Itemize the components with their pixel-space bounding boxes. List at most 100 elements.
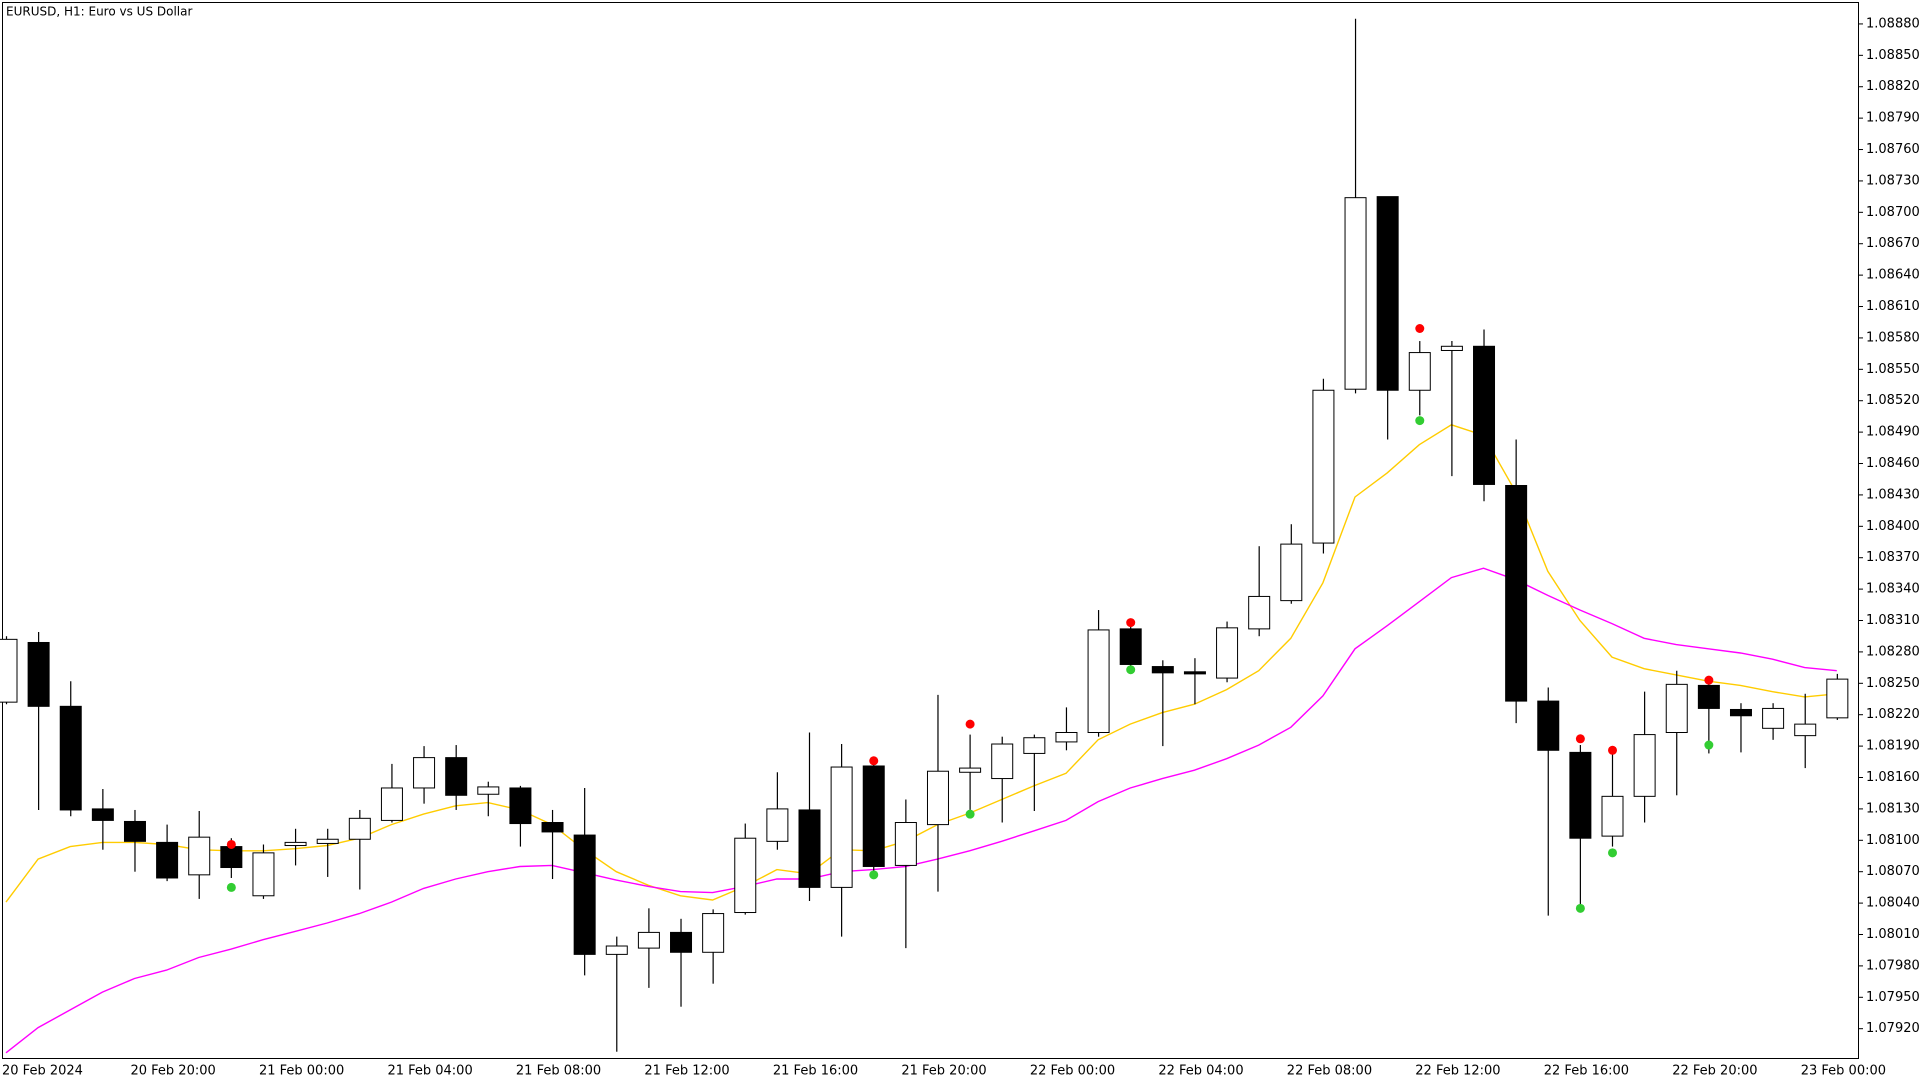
- signal-dot: [869, 870, 879, 880]
- candle-body: [1408, 352, 1431, 391]
- y-tick-label: 1.08370: [1866, 550, 1920, 565]
- candle-body: [1344, 197, 1367, 390]
- y-tick-label: 1.08820: [1866, 79, 1920, 94]
- y-tick-label: 1.08880: [1866, 16, 1920, 31]
- y-tick-label: 1.08220: [1866, 707, 1920, 722]
- candle-body: [798, 809, 821, 888]
- signal-dot: [1575, 903, 1585, 913]
- candle-body: [1440, 345, 1463, 351]
- candle-body: [830, 766, 853, 888]
- signal-dot: [869, 756, 879, 766]
- y-tick-label: 1.08730: [1866, 173, 1920, 188]
- y-tick-label: 1.08160: [1866, 770, 1920, 785]
- candle-body: [1023, 737, 1046, 754]
- signal-dot: [1126, 618, 1136, 628]
- candle-body: [894, 822, 917, 866]
- y-tick-label: 1.08670: [1866, 236, 1920, 251]
- y-tick-label: 1.08100: [1866, 833, 1920, 848]
- x-tick-label: 21 Feb 12:00: [644, 1064, 729, 1079]
- y-tick-label: 1.08310: [1866, 613, 1920, 628]
- x-tick-label: 22 Feb 20:00: [1672, 1064, 1757, 1079]
- candle-body: [1697, 684, 1720, 709]
- candle-body: [0, 638, 18, 703]
- candle-body: [605, 945, 628, 955]
- candle-body: [1505, 484, 1528, 702]
- candle-body: [252, 852, 275, 897]
- candle-body: [734, 837, 757, 914]
- candle-body: [27, 641, 50, 707]
- candle-body: [1665, 683, 1688, 733]
- candle-body: [1569, 751, 1592, 839]
- y-tick-label: 1.08070: [1866, 864, 1920, 879]
- y-tick-label: 1.08550: [1866, 362, 1920, 377]
- candle-body: [445, 757, 468, 796]
- x-tick-label: 22 Feb 08:00: [1287, 1064, 1372, 1079]
- candle-body: [1762, 707, 1785, 729]
- candle-body: [348, 817, 371, 840]
- candle-body: [1119, 628, 1142, 665]
- x-tick-label: 23 Feb 00:00: [1801, 1064, 1886, 1079]
- candle-body: [541, 822, 564, 833]
- signal-dot: [965, 809, 975, 819]
- y-tick-label: 1.08010: [1866, 927, 1920, 942]
- candle-body: [59, 705, 82, 811]
- x-tick-label: 22 Feb 16:00: [1544, 1064, 1629, 1079]
- candle-body: [91, 808, 114, 821]
- candle-body: [1248, 595, 1271, 630]
- candle-body: [188, 836, 211, 876]
- y-tick-label: 1.08340: [1866, 582, 1920, 597]
- x-tick-label: 21 Feb 20:00: [901, 1064, 986, 1079]
- candle-body: [1151, 666, 1174, 674]
- candle-body: [509, 787, 532, 825]
- candle-body: [316, 838, 339, 844]
- y-tick-label: 1.07950: [1866, 990, 1920, 1005]
- x-tick-label: 21 Feb 00:00: [259, 1064, 344, 1079]
- candle-body: [1376, 196, 1399, 391]
- signal-dot: [1126, 665, 1136, 675]
- x-tick-label: 22 Feb 00:00: [1030, 1064, 1115, 1079]
- y-tick-label: 1.08040: [1866, 896, 1920, 911]
- signal-dot: [1704, 675, 1714, 685]
- ma-line: [5, 567, 1837, 1054]
- candle-body: [637, 931, 660, 949]
- y-tick-label: 1.08640: [1866, 268, 1920, 283]
- candle-body: [413, 757, 436, 789]
- x-tick-label: 21 Feb 16:00: [773, 1064, 858, 1079]
- candle-body: [1280, 543, 1303, 602]
- y-tick-label: 1.08430: [1866, 487, 1920, 502]
- y-tick-label: 1.08610: [1866, 299, 1920, 314]
- candle-body: [1055, 731, 1078, 743]
- candle-body: [156, 841, 179, 879]
- candle-body: [1729, 708, 1752, 717]
- ma-line: [5, 424, 1837, 903]
- y-tick-label: 1.08790: [1866, 111, 1920, 126]
- y-tick-label: 1.08520: [1866, 393, 1920, 408]
- candle-body: [220, 846, 243, 869]
- candle-body: [1216, 627, 1239, 679]
- x-tick-label: 20 Feb 20:00: [130, 1064, 215, 1079]
- y-tick-label: 1.08850: [1866, 48, 1920, 63]
- candle-body: [959, 767, 982, 773]
- candle-body: [670, 931, 693, 953]
- y-tick-label: 1.08190: [1866, 739, 1920, 754]
- candle-body: [991, 743, 1014, 780]
- candle-body: [766, 808, 789, 842]
- candle-body: [573, 834, 596, 955]
- y-tick-label: 1.07920: [1866, 1021, 1920, 1036]
- y-tick-label: 1.08580: [1866, 330, 1920, 345]
- candle-body: [1601, 795, 1624, 837]
- candle-body: [702, 913, 725, 953]
- y-tick-label: 1.08490: [1866, 425, 1920, 440]
- y-tick-label: 1.08250: [1866, 676, 1920, 691]
- x-tick-label: 22 Feb 12:00: [1415, 1064, 1500, 1079]
- y-tick-label: 1.08400: [1866, 519, 1920, 534]
- candle-body: [1826, 678, 1849, 719]
- signal-dot: [1704, 740, 1714, 750]
- candle-body: [862, 765, 885, 867]
- x-tick-label: 21 Feb 04:00: [387, 1064, 472, 1079]
- x-tick-label: 20 Feb 2024: [2, 1064, 83, 1079]
- candle-body: [1473, 345, 1496, 485]
- y-tick-label: 1.07980: [1866, 958, 1920, 973]
